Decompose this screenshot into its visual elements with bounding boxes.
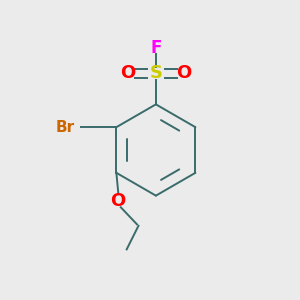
Text: Br: Br: [56, 120, 75, 135]
Text: O: O: [110, 192, 125, 210]
Text: O: O: [176, 64, 192, 82]
Text: O: O: [120, 64, 135, 82]
Text: S: S: [149, 64, 162, 82]
Text: F: F: [150, 39, 162, 57]
